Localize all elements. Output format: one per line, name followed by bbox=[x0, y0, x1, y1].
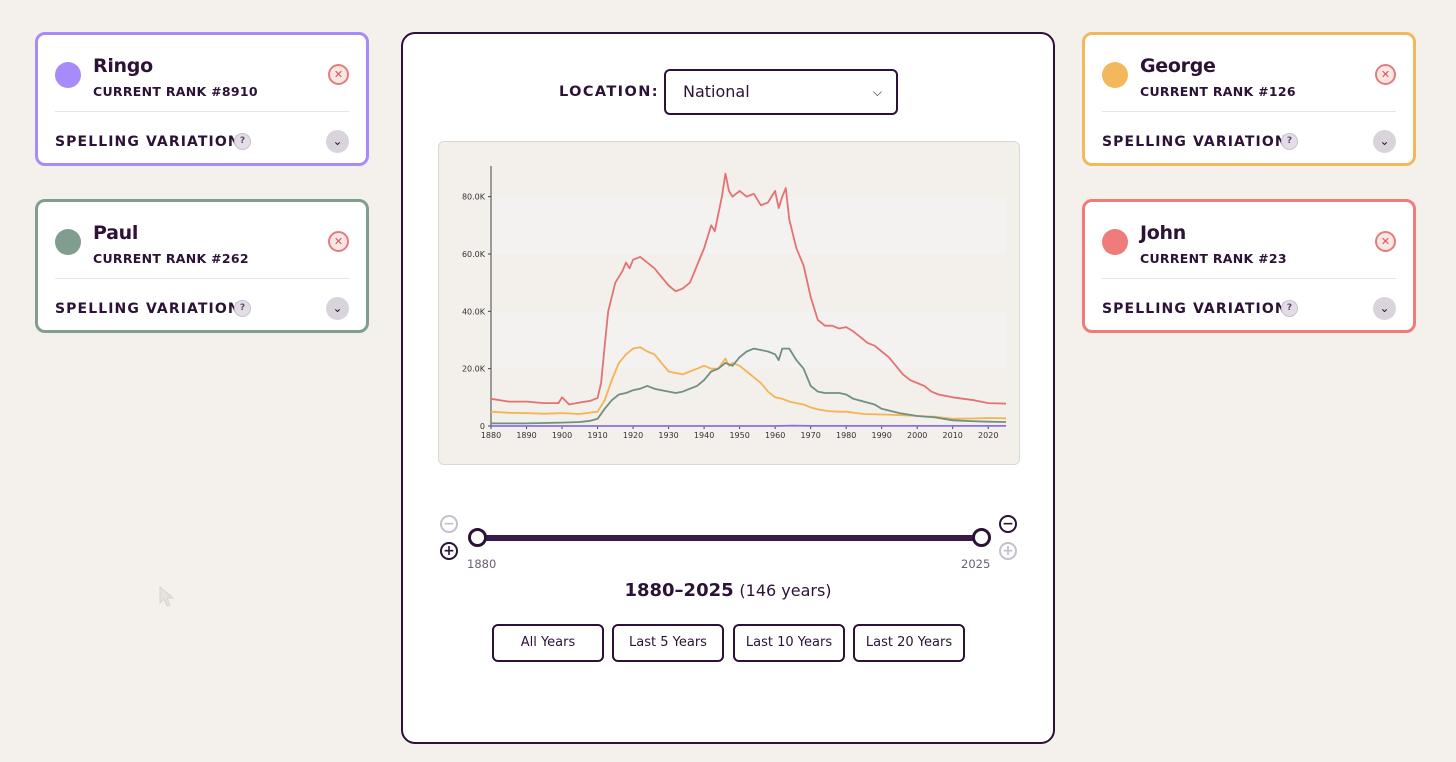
name-title: John bbox=[1140, 222, 1186, 244]
divider bbox=[1102, 111, 1396, 112]
x-tick-label: 1890 bbox=[516, 431, 536, 440]
chevron-down-icon[interactable]: ⌄ bbox=[326, 297, 349, 320]
help-icon[interactable]: ? bbox=[234, 133, 251, 150]
series-line-john bbox=[490, 172, 1007, 406]
help-icon[interactable]: ? bbox=[1281, 133, 1298, 150]
spelling-variations-label[interactable]: SPELLING VARIATIONS bbox=[55, 134, 252, 150]
last-20-years-button[interactable]: Last 20 Years bbox=[853, 624, 965, 662]
current-rank: CURRENT RANK #8910 bbox=[93, 84, 258, 99]
name-card-john: John CURRENT RANK #23 ✕ SPELLING VARIATI… bbox=[1082, 199, 1416, 333]
close-icon[interactable]: ✕ bbox=[1375, 64, 1396, 85]
chart-svg: 0 20.0K 40.0K 60.0K 80.0K 1880 1890 1900 1910 192… bbox=[462, 166, 1007, 440]
name-card-ringo: Ringo CURRENT RANK #8910 ✕ SPELLING VARI… bbox=[35, 32, 369, 166]
color-dot bbox=[55, 62, 81, 88]
spelling-variations-label[interactable]: SPELLING VARIATIONS bbox=[1102, 134, 1299, 150]
last-10-years-button[interactable]: Last 10 Years bbox=[733, 624, 845, 662]
y-tick-label: 40.0K bbox=[462, 307, 486, 316]
plus-icon[interactable]: + bbox=[440, 542, 458, 560]
last-5-years-button[interactable]: Last 5 Years bbox=[612, 624, 724, 662]
current-rank: CURRENT RANK #262 bbox=[93, 251, 249, 266]
spelling-variations-label[interactable]: SPELLING VARIATIONS bbox=[55, 301, 252, 317]
end-year-label: 2025 bbox=[961, 557, 991, 571]
x-tick-label: 1990 bbox=[872, 431, 892, 440]
y-tick-label: 20.0K bbox=[462, 365, 486, 374]
x-tick-label: 1980 bbox=[836, 431, 856, 440]
all-years-button[interactable]: All Years bbox=[492, 624, 604, 662]
x-tick-label: 1880 bbox=[481, 431, 501, 440]
color-dot bbox=[55, 229, 81, 255]
x-tick-label: 2000 bbox=[907, 431, 927, 440]
x-tick-label: 1910 bbox=[587, 431, 607, 440]
x-tick-label: 1900 bbox=[552, 431, 572, 440]
series-line-george bbox=[490, 346, 1007, 420]
x-tick-label: 1920 bbox=[623, 431, 643, 440]
color-dot bbox=[1102, 229, 1128, 255]
series-line-paul bbox=[491, 347, 1007, 425]
help-icon[interactable]: ? bbox=[1281, 300, 1298, 317]
chevron-down-icon[interactable]: ⌄ bbox=[1373, 130, 1396, 153]
chart-band bbox=[491, 311, 1006, 369]
name-popularity-chart: 0 20.0K 40.0K 60.0K 80.0K 1880 1890 1900 1910 192… bbox=[438, 141, 1020, 465]
start-year-handle[interactable] bbox=[468, 528, 487, 547]
name-title: Paul bbox=[93, 222, 139, 244]
caret-down-icon: ⌵ bbox=[872, 85, 882, 99]
x-tick-label: 1950 bbox=[729, 431, 749, 440]
plus-icon[interactable]: + bbox=[999, 542, 1017, 560]
divider bbox=[1102, 278, 1396, 279]
y-tick-label: 60.0K bbox=[462, 250, 486, 259]
location-select[interactable]: National ⌵ bbox=[664, 69, 898, 115]
x-tick-label: 1940 bbox=[694, 431, 714, 440]
x-tick-label: 2020 bbox=[978, 431, 998, 440]
name-title: Ringo bbox=[93, 55, 153, 77]
year-range-text: 1880–2025 bbox=[624, 580, 734, 601]
divider bbox=[55, 111, 349, 112]
close-icon[interactable]: ✕ bbox=[1375, 231, 1396, 252]
location-label: LOCATION: bbox=[559, 84, 659, 100]
color-dot bbox=[1102, 62, 1128, 88]
start-year-label: 1880 bbox=[467, 557, 497, 571]
current-rank: CURRENT RANK #23 bbox=[1140, 251, 1287, 266]
year-count-text: (146 years) bbox=[739, 581, 832, 600]
close-icon[interactable]: ✕ bbox=[328, 231, 349, 252]
help-icon[interactable]: ? bbox=[234, 300, 251, 317]
chart-band bbox=[491, 196, 1006, 254]
location-value: National bbox=[683, 82, 750, 101]
x-tick-label: 1960 bbox=[765, 431, 785, 440]
y-tick-label: 80.0K bbox=[462, 193, 486, 202]
year-range-summary: 1880–2025 (146 years) bbox=[403, 580, 1053, 601]
minus-icon[interactable]: − bbox=[440, 515, 458, 533]
end-year-handle[interactable] bbox=[972, 528, 991, 547]
x-tick-label: 1930 bbox=[658, 431, 678, 440]
current-rank: CURRENT RANK #126 bbox=[1140, 84, 1296, 99]
cursor-icon bbox=[159, 586, 175, 607]
x-tick-label: 2010 bbox=[943, 431, 963, 440]
chevron-down-icon[interactable]: ⌄ bbox=[1373, 297, 1396, 320]
spelling-variations-label[interactable]: SPELLING VARIATIONS bbox=[1102, 301, 1299, 317]
close-icon[interactable]: ✕ bbox=[328, 64, 349, 85]
divider bbox=[55, 278, 349, 279]
chevron-down-icon[interactable]: ⌄ bbox=[326, 130, 349, 153]
x-tick-label: 1970 bbox=[800, 431, 820, 440]
name-card-george: George CURRENT RANK #126 ✕ SPELLING VARI… bbox=[1082, 32, 1416, 166]
name-card-paul: Paul CURRENT RANK #262 ✕ SPELLING VARIAT… bbox=[35, 199, 369, 333]
name-title: George bbox=[1140, 55, 1216, 77]
year-range-track[interactable] bbox=[477, 535, 983, 541]
minus-icon[interactable]: − bbox=[999, 515, 1017, 533]
main-panel: LOCATION: National ⌵ 0 20.0K 40.0K 60.0K 80.… bbox=[401, 32, 1055, 744]
y-tick-label: 0 bbox=[480, 422, 485, 431]
